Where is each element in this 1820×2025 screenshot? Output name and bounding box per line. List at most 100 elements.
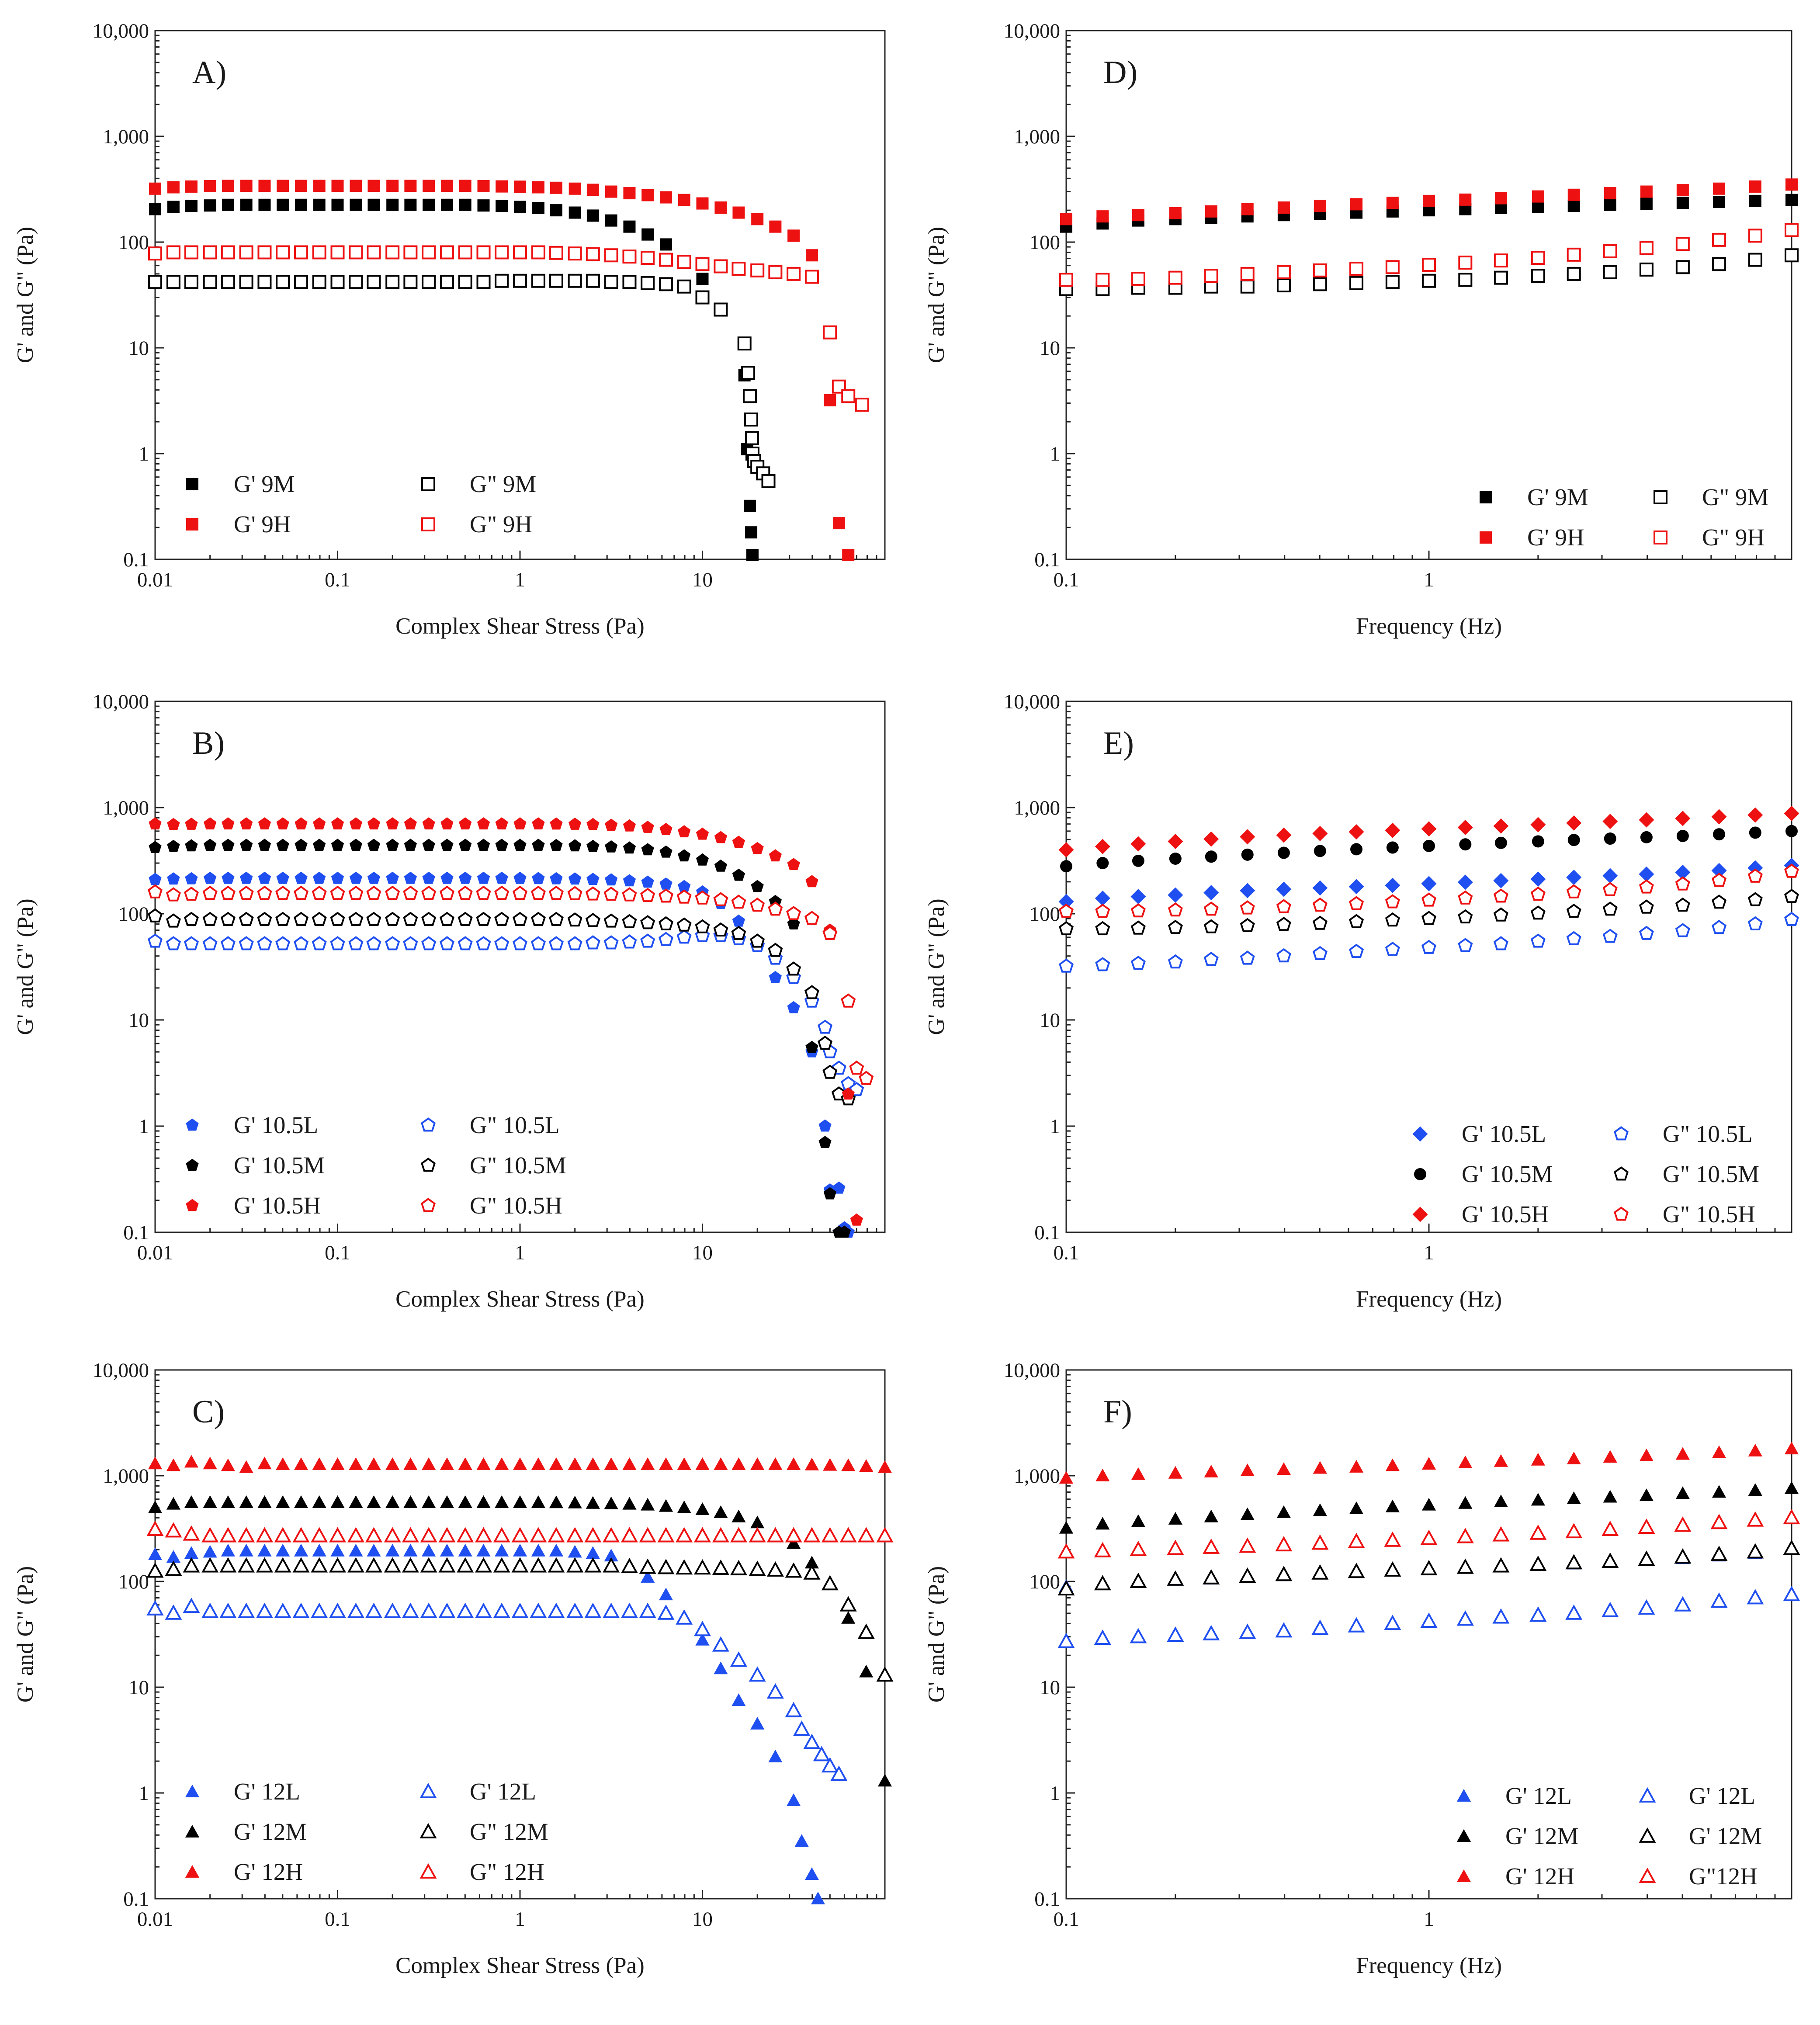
data-point [458,275,472,289]
data-point [1565,1523,1583,1539]
data-point [511,1557,529,1573]
data-point [805,249,818,262]
data-point [276,1543,290,1557]
data-point [876,1527,894,1543]
series-1 [1057,1586,1800,1648]
y-tick-label: 100 [1030,903,1061,926]
data-point [311,1602,328,1618]
data-point [1602,1602,1619,1617]
data-point [274,1527,291,1543]
data-point [640,888,655,902]
data-point [347,1527,364,1543]
data-point [330,1543,345,1557]
data-point [1349,943,1364,958]
data-point [1603,265,1617,279]
data-point [695,1457,710,1470]
data-point [222,817,235,830]
data-point [1276,948,1291,963]
data-point [386,180,399,192]
data-point [276,245,290,260]
data-point [659,845,673,858]
data-point [604,275,618,289]
x-tick-label: 10 [692,1241,713,1264]
data-point [660,238,673,251]
y-axis-title: G' and G" (Pa) [924,1566,949,1703]
data-point [495,245,509,260]
data-point [1676,184,1689,197]
x-tick-label: 1 [1424,1241,1434,1264]
data-point [1385,260,1400,274]
data-point [1169,853,1182,865]
data-point [1059,958,1074,973]
data-point [714,831,728,843]
data-point [239,936,254,950]
data-point [1130,920,1146,935]
data-point [805,875,818,888]
legend-marker [1414,1168,1426,1180]
data-point [165,1560,182,1576]
data-point [568,246,582,261]
data-point [1094,1629,1111,1645]
data-point [676,1527,693,1543]
data-point [274,1602,291,1618]
data-point [440,1543,454,1557]
data-point [622,934,637,949]
data-point [1458,255,1473,270]
data-point [239,1543,253,1557]
data-point [277,180,289,192]
data-point [184,912,199,926]
data-point [859,1071,874,1085]
data-point [184,1495,199,1508]
y-tick-label: 1 [139,1782,149,1805]
data-point [548,1527,565,1543]
data-point [238,1527,255,1543]
data-point [219,1602,237,1618]
data-point [787,917,800,929]
data-point [605,818,618,831]
data-point [1276,899,1291,913]
data-point [386,817,399,830]
data-point [803,1564,821,1580]
data-point [1675,237,1690,251]
data-point [1421,1498,1436,1511]
data-point [222,198,234,211]
data-point [421,912,437,926]
data-point [586,839,600,852]
legend-marker [1456,1869,1471,1882]
data-point [1276,1462,1291,1475]
data-point [731,261,746,276]
data-point [585,935,600,950]
data-point [745,526,758,539]
data-point [476,245,491,260]
data-point [1203,952,1219,966]
data-point [731,895,746,909]
data-point [1748,1443,1762,1456]
data-point [1060,213,1072,225]
data-point [148,246,162,261]
data-point [276,839,289,851]
series-3 [1059,223,1799,287]
data-point [1312,915,1328,930]
series-1 [1059,912,1799,973]
data-point [1276,881,1292,897]
data-point [493,1602,510,1618]
y-tick-label: 1,000 [1014,797,1060,819]
data-point [569,182,581,195]
data-point [787,1001,800,1013]
data-point [1421,821,1437,837]
data-point [623,841,636,854]
data-point [1785,825,1798,837]
data-point [530,912,546,926]
data-point [1710,1592,1728,1608]
data-point [1747,868,1763,883]
data-point [276,871,289,884]
data-point [769,849,782,862]
data-point [256,1527,273,1543]
data-point [146,1600,164,1616]
data-point [766,1683,784,1699]
data-point [1348,1533,1365,1548]
data-point [714,1505,728,1518]
data-point [714,302,728,317]
data-point [165,1522,182,1538]
